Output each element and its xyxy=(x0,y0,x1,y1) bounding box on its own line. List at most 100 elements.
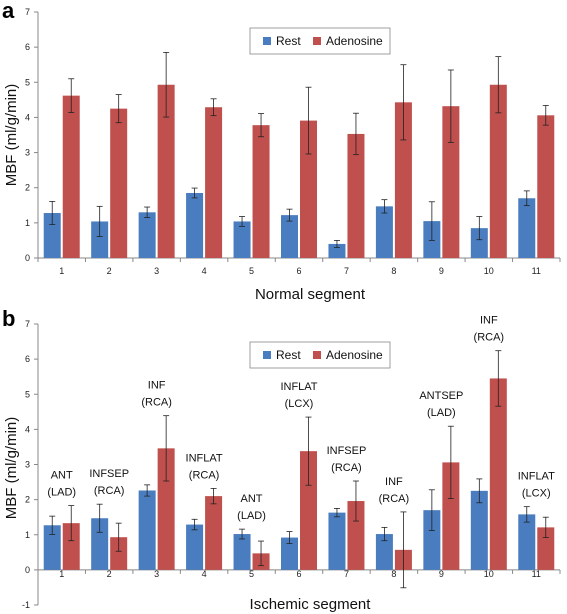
x-tick-label: 3 xyxy=(154,266,159,276)
bar-adenosine xyxy=(537,115,555,258)
bar-adenosine xyxy=(110,108,128,259)
y-tick-label: 2 xyxy=(25,495,30,505)
y-tick-label: 5 xyxy=(25,389,30,399)
y-tick-label: 5 xyxy=(25,77,30,87)
y-tick-label: -1 xyxy=(22,600,30,610)
bar-rest xyxy=(43,213,61,258)
segment-label-artery: (LAD) xyxy=(47,487,76,499)
y-tick-label: 6 xyxy=(25,354,30,364)
bar-rest xyxy=(281,537,298,570)
bar-rest xyxy=(375,206,393,258)
bar-adenosine xyxy=(205,496,223,570)
bar-adenosine xyxy=(205,107,223,258)
x-tick-label: 3 xyxy=(154,569,159,579)
x-tick-label: 10 xyxy=(484,266,494,276)
x-tick-label: 10 xyxy=(484,569,494,579)
panel-b-legend: Rest Adenosine xyxy=(249,341,391,369)
y-tick-label: 0 xyxy=(25,253,30,263)
segment-label-artery: (LAD) xyxy=(427,407,456,419)
segment-label-territory: INF xyxy=(385,476,403,488)
x-tick-label: 5 xyxy=(249,266,254,276)
panel-a-letter: a xyxy=(2,0,15,23)
bar-adenosine xyxy=(347,133,365,258)
segment-label-territory: INFLAT xyxy=(186,452,223,464)
panel-b-letter: b xyxy=(2,306,15,331)
x-tick-label: 2 xyxy=(107,569,112,579)
bar-adenosine xyxy=(110,537,128,570)
bar-rest xyxy=(375,534,393,570)
bar-adenosine xyxy=(252,125,270,258)
y-tick-label: 1 xyxy=(25,218,30,228)
bar-rest xyxy=(328,512,346,570)
segment-label-artery: (RCA) xyxy=(94,485,125,497)
bar-rest xyxy=(518,198,536,258)
x-tick-label: 2 xyxy=(107,266,112,276)
bar-adenosine xyxy=(442,106,460,258)
x-tick-label: 7 xyxy=(344,266,349,276)
bar-rest xyxy=(423,510,441,570)
y-tick-label: 7 xyxy=(25,319,30,329)
segment-label-artery: (RCA) xyxy=(379,493,410,505)
legend-label-rest: Rest xyxy=(276,34,301,48)
segment-label-territory: INFLAT xyxy=(280,381,317,393)
segment-label-artery: (LAD) xyxy=(237,510,266,522)
bar-rest xyxy=(138,490,156,570)
segment-label-territory: ANT xyxy=(51,470,73,482)
x-tick-label: 4 xyxy=(202,266,207,276)
bar-adenosine xyxy=(62,95,80,258)
legend-swatch-rest xyxy=(263,37,271,45)
segment-label-artery: (LCX) xyxy=(522,488,551,500)
bar-rest xyxy=(186,524,204,570)
legend-swatch-adenosine xyxy=(313,351,321,359)
y-tick-label: 6 xyxy=(25,42,30,52)
legend-swatch-adenosine xyxy=(313,37,321,45)
bar-rest xyxy=(186,192,204,258)
x-tick-label: 6 xyxy=(296,266,301,276)
y-tick-label: 4 xyxy=(25,112,30,122)
legend-label-rest: Rest xyxy=(276,348,301,362)
segment-label-territory: INFLAT xyxy=(518,471,555,483)
bar-rest xyxy=(43,525,61,570)
bar-rest xyxy=(138,212,156,258)
bar-adenosine xyxy=(157,448,175,570)
legend-label-adenosine: Adenosine xyxy=(326,348,383,362)
x-tick-label: 7 xyxy=(344,569,349,579)
bar-rest xyxy=(233,221,251,258)
segment-label-territory: INF xyxy=(148,380,166,392)
legend-label-adenosine: Adenosine xyxy=(326,34,383,48)
segment-label-artery: (RCA) xyxy=(331,462,362,474)
bar-adenosine xyxy=(394,102,412,259)
bar-rest xyxy=(470,228,488,258)
panel-b-ylabel: MBF (ml/g/min) xyxy=(3,417,20,520)
y-tick-label: 2 xyxy=(25,183,30,193)
segment-label-artery: (LCX) xyxy=(285,398,314,410)
panel-a-legend: Rest Adenosine xyxy=(249,27,391,55)
x-tick-label: 8 xyxy=(391,266,396,276)
x-tick-label: 8 xyxy=(391,569,396,579)
x-tick-label: 11 xyxy=(532,266,541,276)
legend-swatch-rest xyxy=(263,351,271,359)
y-tick-label: 7 xyxy=(25,7,30,17)
bar-rest xyxy=(281,215,298,258)
segment-label-territory: INFSEP xyxy=(327,445,367,457)
bar-adenosine xyxy=(347,501,365,570)
x-tick-label: 5 xyxy=(249,569,254,579)
bar-adenosine xyxy=(489,84,507,258)
panel-b-xlabel: Ischemic segment xyxy=(250,596,372,613)
x-tick-label: 4 xyxy=(202,569,207,579)
bar-rest xyxy=(470,490,488,570)
x-tick-label: 9 xyxy=(439,266,444,276)
y-tick-label: 4 xyxy=(25,424,30,434)
panel-a-chart: MBF (ml/g/min) Normal segment Rest Adeno… xyxy=(3,7,561,303)
segment-label-territory: INF xyxy=(480,315,498,327)
segment-label-artery: (RCA) xyxy=(141,397,172,409)
x-tick-label: 1 xyxy=(59,569,64,579)
y-tick-label: 3 xyxy=(25,148,30,158)
bar-adenosine xyxy=(62,523,80,570)
bar-rest xyxy=(91,518,109,570)
panel-b-chart: MBF (ml/g/min) Ischemic segment Rest Ade… xyxy=(3,315,561,613)
segment-label-territory: INFSEP xyxy=(89,468,129,480)
x-tick-label: 1 xyxy=(59,266,64,276)
x-tick-label: 6 xyxy=(296,569,301,579)
